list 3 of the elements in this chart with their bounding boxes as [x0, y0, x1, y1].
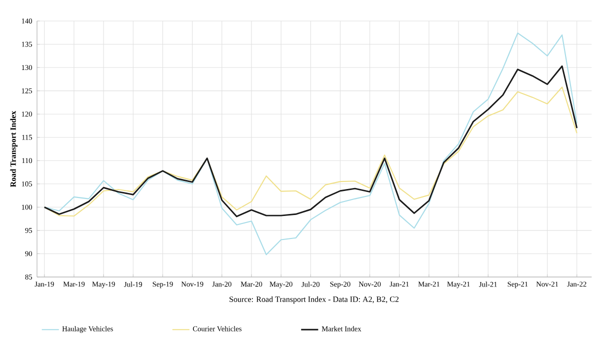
line-series — [44, 32, 578, 256]
source-note: Source: Road Transport Index - Data ID: A2, B2, C2 — [230, 296, 399, 304]
y-axis-title: Road Transport Index — [10, 110, 18, 187]
